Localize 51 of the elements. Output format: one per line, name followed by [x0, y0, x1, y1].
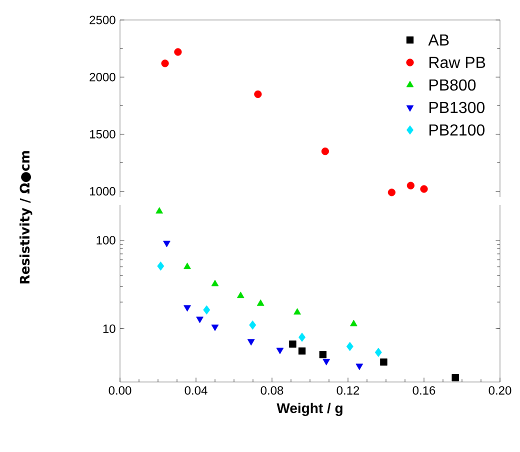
point: [406, 182, 414, 190]
x-tick-label: 0.12: [336, 386, 360, 395]
point: [346, 342, 354, 352]
point: [350, 320, 358, 326]
point: [211, 324, 219, 332]
point: [289, 340, 296, 348]
point: [321, 148, 329, 156]
point: [247, 339, 255, 346]
x-tick-label: 0.08: [260, 386, 284, 395]
point: [380, 358, 388, 366]
x-tick-label: 0.04: [184, 386, 208, 395]
point: [161, 60, 169, 68]
point: [156, 207, 163, 214]
y-tick-label: 1500: [90, 130, 116, 138]
x-tick-label: 0.16: [412, 386, 436, 395]
point: [294, 308, 301, 315]
y-tick-label: 100: [96, 236, 116, 244]
point: [254, 90, 262, 98]
point: [452, 374, 459, 382]
point: [157, 261, 164, 271]
point: [211, 280, 219, 286]
point: [356, 364, 364, 370]
point: [298, 332, 306, 342]
point: [374, 348, 382, 357]
y-tick-label: 2000: [90, 72, 116, 82]
point: [420, 185, 428, 193]
x-tick-label: 0.00: [108, 386, 132, 395]
point: [276, 348, 284, 354]
point: [249, 320, 256, 330]
y-axis-title: Resistivity / Ω●cm: [20, 151, 32, 284]
x-axis-title: Weight / g: [276, 402, 342, 416]
point: [203, 305, 210, 315]
point: [322, 358, 330, 366]
point: [196, 316, 204, 324]
point: [298, 347, 306, 355]
legend-label: PB800: [430, 79, 476, 91]
y-tick-label: 1000: [90, 187, 116, 196]
point: [174, 48, 182, 56]
y-tick-label: 10: [103, 324, 116, 333]
legend-label: PB1300: [430, 102, 484, 114]
point: [256, 299, 264, 306]
legend-label: PB2100: [430, 124, 484, 136]
point: [388, 188, 396, 196]
point: [184, 305, 191, 312]
point: [236, 292, 244, 298]
point: [319, 350, 327, 358]
legend-label: Raw PB: [430, 56, 486, 68]
x-tick-label: 0.20: [488, 386, 512, 395]
legend-label: AB: [428, 34, 449, 46]
y-tick-label: 2500: [90, 16, 116, 24]
point: [184, 262, 191, 270]
